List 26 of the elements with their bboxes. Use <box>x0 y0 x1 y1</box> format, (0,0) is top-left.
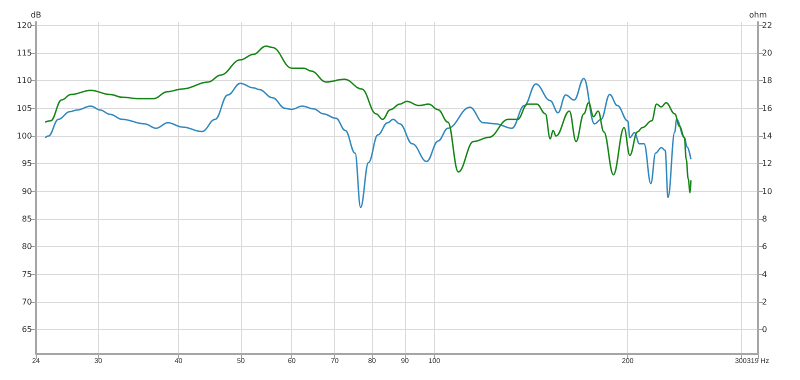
y2-tick-label: 22 <box>762 20 772 30</box>
y-tick-label: 70 <box>22 297 32 306</box>
y2-tick-label: 20 <box>762 48 772 58</box>
y-tick-label: 80 <box>22 242 32 252</box>
y2-tick-label: 14 <box>762 131 772 140</box>
y-tick-label: 110 <box>16 76 32 86</box>
y2-tick-label: 2 <box>762 297 768 306</box>
y2-tick-label: 10 <box>762 186 772 196</box>
y2-tick-label: 0 <box>762 325 768 334</box>
y-axis-title: dB <box>30 10 42 20</box>
y-tick-label: 90 <box>22 186 32 196</box>
y-tick-label: 105 <box>16 104 32 113</box>
y-tick-label: 95 <box>22 159 32 168</box>
y2-tick-label: 16 <box>762 104 772 113</box>
y-tick-label: 120 <box>16 20 32 30</box>
y-tick-label: 85 <box>22 214 32 224</box>
y-tick-label: 75 <box>22 270 32 279</box>
y-tick-label: 115 <box>16 48 32 58</box>
y2-tick-label: 6 <box>762 242 768 252</box>
y2-tick-label: 18 <box>762 76 772 86</box>
y-tick-label: 65 <box>22 325 32 334</box>
y2-tick-label: 4 <box>762 270 768 279</box>
y2-tick-label: 12 <box>762 159 772 168</box>
y2-axis-title: ohm <box>749 10 768 20</box>
y2-tick-label: 8 <box>762 214 768 224</box>
y-tick-label: 100 <box>16 131 32 140</box>
